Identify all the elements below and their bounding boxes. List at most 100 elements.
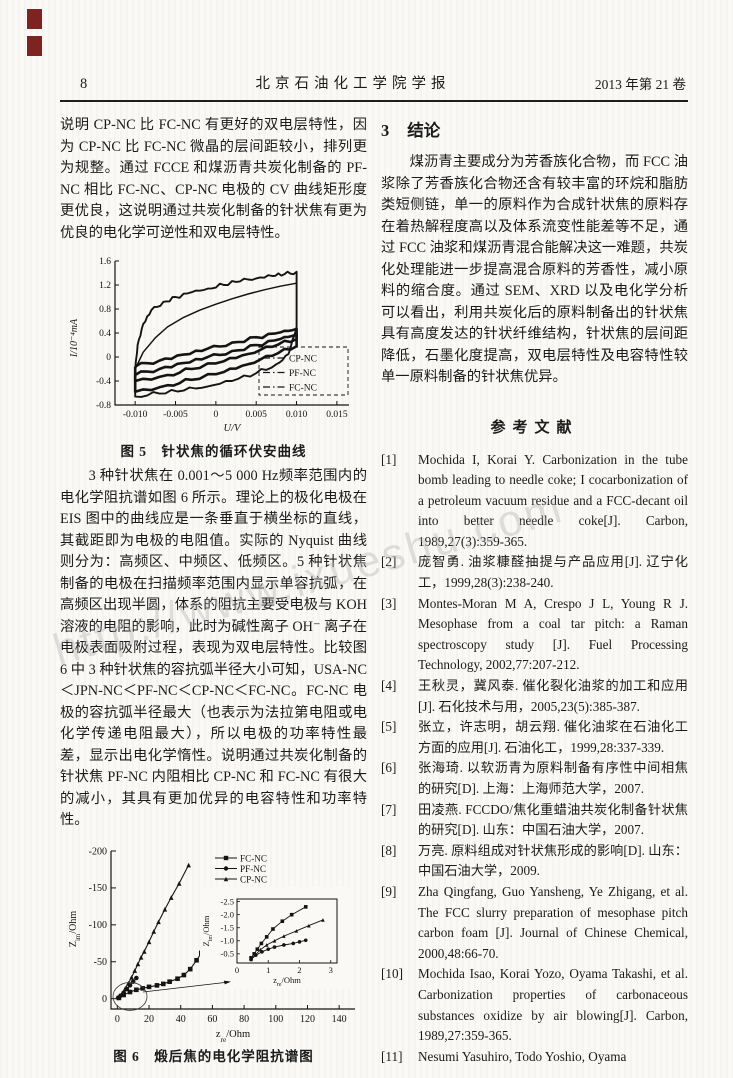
svg-text:1.2: 1.2 [99,281,111,291]
section-heading: 3 结论 [381,117,688,141]
reference-number: [9] [381,883,397,899]
scan-mark-top [27,9,42,29]
svg-text:0.010: 0.010 [285,410,307,420]
fig6-caption: 图 6 煅后焦的电化学阻抗谱图 [113,1048,314,1064]
svg-text:-2.0: -2.0 [220,909,233,919]
reference-number: [8] [381,842,397,858]
svg-text:100: 100 [268,1014,283,1025]
reference-list: [1] Mochida I, Korai Y. Carbonization in… [381,450,688,1068]
reference-item: [1] Mochida I, Korai Y. Carbonization in… [381,450,688,553]
fig5-cv-chart: -0.010 -0.005 0 0.005 0.010 0.015 1.6 1.2 0.8 0.4… [69,257,349,434]
svg-text:-0.005: -0.005 [163,410,188,420]
reference-number: [11] [381,1048,403,1064]
svg-text:Zim/Ohm: Zim/Ohm [201,915,214,946]
svg-text:2: 2 [297,965,301,975]
reference-number: [5] [381,719,397,735]
svg-text:0.4: 0.4 [99,329,111,339]
svg-text:PF-NC: PF-NC [289,369,316,379]
svg-text:PF-NC: PF-NC [240,863,266,873]
figure-5: -0.010 -0.005 0 0.005 0.010 0.015 1.6 1.2 0.8 0.4… [63,253,365,460]
reference-item: [5] 张立，许志明，胡云翔. 催化油浆在石油化工方面的应用[J]. 石油化工，… [381,717,688,758]
svg-text:0: 0 [102,993,107,1004]
reference-text: 田凌燕. FCCDO/焦化重蜡油共炭化制备针状焦的研究[D]. 山东：中国石油大… [418,801,688,838]
reference-number: [7] [381,801,397,817]
svg-text:0: 0 [213,410,218,420]
reference-item: [10] Mochida Isao, Korai Yozo, Oyama Tak… [381,964,688,1046]
body-paragraph-2: 3 种针状焦在 0.001～5 000 Hz频率范围内的电化学阻抗谱如图 6 所… [60,468,367,828]
svg-text:80: 80 [239,1014,249,1025]
references-heading: 参考文献 [490,419,579,436]
svg-text:1: 1 [266,965,270,975]
svg-text:0: 0 [114,1014,119,1025]
svg-text:0.8: 0.8 [99,305,111,315]
reference-number: [1] [381,451,397,467]
page-number: 8 [80,76,88,92]
left-column: 说明 CP-NC 比 FC-NC 有更好的双电层特性，因为 CP-NC 比 FC… [60,115,367,1071]
reference-item: [3] Montes-Moran M A, Crespo J L, Young … [381,594,688,676]
journal-title: 北京石油化工学院学报 [255,76,451,92]
svg-text:CP-NC: CP-NC [240,874,267,884]
svg-text:zre/Ohm: zre/Ohm [273,975,301,988]
svg-text:0: 0 [234,965,238,975]
svg-text:-0.010: -0.010 [122,410,147,420]
svg-text:1.6: 1.6 [99,257,111,267]
svg-text:-0.8: -0.8 [95,401,110,411]
section-number: 3 [381,121,390,140]
reference-number: [3] [381,595,397,611]
reference-number: [4] [381,678,397,694]
svg-text:-150: -150 [88,883,106,894]
svg-text:FC-NC: FC-NC [240,853,267,863]
reference-number: [10] [381,966,403,982]
svg-text:FC-NC: FC-NC [289,383,317,393]
reference-item: [11] Nesumi Yasuhiro, Todo Yoshio, Oyama [381,1047,688,1068]
svg-text:40: 40 [175,1014,185,1025]
svg-text:-2.5: -2.5 [220,896,233,906]
reference-text: 王秋灵，冀风泰. 催化裂化油浆的加工和应用[J]. 石化技术与用，2005,23… [418,678,688,714]
svg-text:-0.4: -0.4 [95,377,110,387]
reference-text: 张海琦. 以软沥青为原料制备有序性中间相焦的研究[D]. 上海：上海师范大学，2… [418,760,688,796]
svg-text:3: 3 [328,965,332,975]
figure-6: 0 20 40 60 80 100 120 140 -200 -150 -100 -50 0 Zim/Oh… [63,841,365,1065]
svg-text:0.015: 0.015 [326,410,348,420]
section-title: 结论 [407,121,441,140]
svg-text:-50: -50 [93,957,106,968]
page-header: 8 北京石油化工学院学报 2013 年第 21 卷 [60,72,688,102]
svg-text:zre/Ohm: zre/Ohm [215,1029,249,1044]
reference-item: [8] 万亮. 原料组成对针状焦形成的影响[D]. 山东：中国石油大学，2009… [381,841,688,882]
reference-item: [2] 庞智勇. 油浆糠醛抽提与产品应用[J]. 辽宁化工，1999,28(3)… [381,552,688,593]
reference-text: 庞智勇. 油浆糠醛抽提与产品应用[J]. 辽宁化工，1999,28(3):238… [418,554,688,591]
svg-text:CP-NC: CP-NC [289,354,317,364]
scan-mark-bottom [27,36,42,56]
svg-text:Zim/Ohm: Zim/Ohm [68,910,82,947]
reference-item: [9] Zha Qingfang, Guo Yansheng, Ye Zhiga… [381,882,688,964]
right-column: 3 结论 煤沥青主要成分为芳香族化合物，而 FCC 油浆除了芳香族化合物还含有较丰… [381,115,688,1071]
reference-text: 张立，许志明，胡云翔. 催化油浆在石油化工方面的应用[J]. 石油化工，1999… [418,719,688,755]
reference-item: [7] 田凌燕. FCCDO/焦化重蜡油共炭化制备针状焦的研究[D]. 山东：中… [381,800,688,841]
volume-info: 2013 年第 21 卷 [594,77,686,92]
svg-text:I/10⁻⁴mA: I/10⁻⁴mA [69,318,80,358]
svg-text:60: 60 [207,1014,217,1025]
conclusion-paragraph: 煤沥青主要成分为芳香族化合物，而 FCC 油浆除了芳香族化合物还含有较丰富的环烷… [381,154,688,385]
body-paragraph-1: 说明 CP-NC 比 FC-NC 有更好的双电层特性，因为 CP-NC 比 FC… [60,117,367,241]
reference-number: [6] [381,760,397,776]
svg-text:0.005: 0.005 [245,410,267,420]
reference-text: Zha Qingfang, Guo Yansheng, Ye Zhigang, … [418,883,688,961]
reference-item: [4] 王秋灵，冀风泰. 催化裂化油浆的加工和应用[J]. 石化技术与用，200… [381,676,688,717]
svg-text:-1.0: -1.0 [220,935,233,945]
svg-text:0: 0 [106,353,111,363]
svg-text:-1.5: -1.5 [220,922,233,932]
svg-text:U/V: U/V [223,423,242,434]
fig5-caption: 图 5 针状焦的循环伏安曲线 [120,444,307,459]
reference-item: [6] 张海琦. 以软沥青为原料制备有序性中间相焦的研究[D]. 上海：上海师范… [381,758,688,799]
svg-text:120: 120 [299,1014,314,1025]
svg-text:140: 140 [331,1014,346,1025]
svg-text:20: 20 [144,1014,154,1025]
svg-text:-0.5: -0.5 [220,948,233,958]
reference-text: 万亮. 原料组成对针状焦形成的影响[D]. 山东：中国石油大学，2009. [418,842,688,879]
svg-text:-200: -200 [88,846,106,857]
reference-text: Montes-Moran M A, Crespo J L, Young R J.… [418,595,688,673]
svg-text:-100: -100 [88,920,106,931]
reference-text: Mochida Isao, Korai Yozo, Oyama Takashi,… [418,966,688,1044]
reference-number: [2] [381,554,397,570]
